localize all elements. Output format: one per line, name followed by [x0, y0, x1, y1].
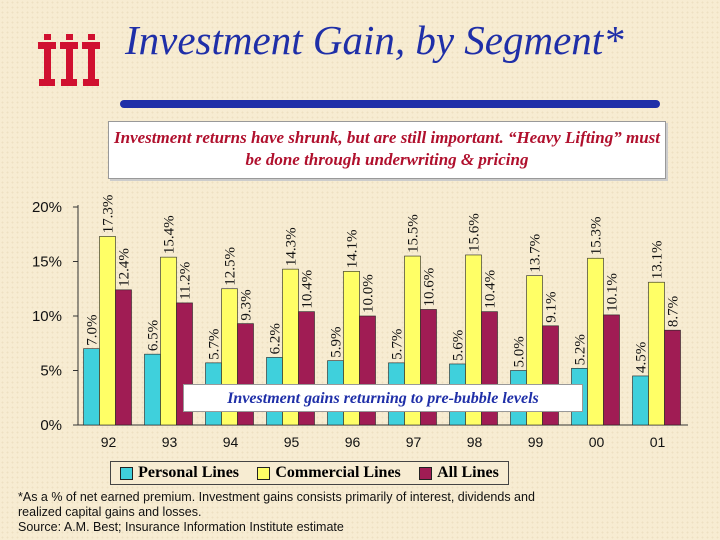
x-tick-label: 95	[284, 434, 300, 450]
legend-item-personal: Personal Lines	[120, 464, 239, 482]
legend-swatch-commercial	[257, 466, 271, 480]
data-label-personal: 5.9%	[329, 326, 345, 357]
x-tick-label: 94	[223, 434, 239, 450]
x-tick-label: 93	[162, 434, 178, 450]
data-label-all: 10.4%	[483, 270, 499, 309]
bar-personal	[632, 375, 649, 426]
iii-logo-icon	[38, 34, 100, 86]
data-label-personal: 5.7%	[207, 329, 223, 360]
data-label-commercial: 15.5%	[406, 214, 422, 253]
callout-pre-bubble: Investment gains returning to pre-bubble…	[183, 384, 583, 412]
y-tick-label: 10%	[32, 308, 62, 325]
legend-item-all: All Lines	[419, 464, 499, 482]
footnote-line-3: Source: A.M. Best; Insurance Information…	[18, 520, 344, 534]
legend-swatch-personal	[120, 466, 134, 480]
legend-label-personal: Personal Lines	[138, 464, 240, 481]
chart-legend: Personal Lines Commercial Lines All Line…	[110, 461, 509, 485]
data-label-personal: 5.0%	[512, 336, 528, 367]
data-label-all: 9.1%	[544, 292, 560, 323]
y-tick-label: 15%	[32, 254, 62, 271]
x-tick-label: 92	[101, 434, 117, 450]
data-label-personal: 5.6%	[451, 330, 467, 361]
bar-all	[603, 314, 620, 426]
x-tick-label: 00	[589, 434, 605, 450]
bar-all	[115, 289, 132, 426]
x-tick-label: 01	[650, 434, 666, 450]
data-label-commercial: 14.1%	[345, 230, 361, 269]
bar-commercial	[160, 256, 177, 426]
data-label-personal: 5.2%	[573, 334, 589, 365]
y-tick-label: 5%	[40, 363, 62, 380]
data-label-commercial: 12.5%	[223, 247, 239, 286]
bar-commercial	[648, 281, 665, 426]
data-label-all: 10.0%	[361, 274, 377, 313]
data-label-personal: 6.5%	[146, 320, 162, 351]
footnote-line-1: *As a % of net earned premium. Investmen…	[18, 490, 535, 504]
page-title: Investment Gain, by Segment*	[125, 17, 624, 63]
x-tick-label: 97	[406, 434, 422, 450]
data-label-commercial: 15.4%	[162, 215, 178, 254]
data-label-commercial: 14.3%	[284, 227, 300, 266]
data-label-commercial: 13.1%	[650, 240, 666, 279]
x-tick-label: 98	[467, 434, 483, 450]
footnote-line-2: realized capital gains and losses.	[18, 505, 202, 519]
data-label-commercial: 15.6%	[467, 213, 483, 252]
legend-item-commercial: Commercial Lines	[257, 464, 401, 482]
data-label-personal: 7.0%	[85, 314, 101, 345]
y-tick-label: 20%	[32, 199, 62, 216]
x-tick-label: 96	[345, 434, 361, 450]
data-label-personal: 6.2%	[268, 323, 284, 354]
data-label-all: 10.4%	[300, 270, 316, 309]
data-label-all: 10.1%	[605, 273, 621, 312]
bar-personal	[144, 353, 161, 426]
y-tick-label: 0%	[40, 417, 62, 434]
data-label-commercial: 17.3%	[101, 195, 117, 234]
bar-personal	[83, 348, 100, 426]
data-label-commercial: 13.7%	[528, 234, 544, 273]
data-label-commercial: 15.3%	[589, 216, 605, 255]
legend-label-commercial: Commercial Lines	[275, 464, 401, 481]
legend-label-all: All Lines	[437, 464, 499, 481]
bar-commercial	[587, 257, 604, 426]
legend-swatch-all	[419, 466, 433, 480]
bar-commercial	[99, 236, 116, 426]
data-label-all: 12.4%	[117, 248, 133, 287]
footnote: *As a % of net earned premium. Investmen…	[18, 490, 708, 535]
data-label-all: 9.3%	[239, 289, 255, 320]
data-label-personal: 4.5%	[634, 342, 650, 373]
x-tick-label: 99	[528, 434, 544, 450]
data-label-personal: 5.7%	[390, 329, 406, 360]
bar-all	[664, 329, 681, 426]
data-label-all: 8.7%	[666, 296, 682, 327]
data-label-all: 10.6%	[422, 268, 438, 307]
title-underline	[120, 100, 660, 108]
data-label-all: 11.2%	[178, 262, 194, 300]
callout-heavy-lifting: Investment returns have shrunk, but are …	[108, 121, 666, 179]
